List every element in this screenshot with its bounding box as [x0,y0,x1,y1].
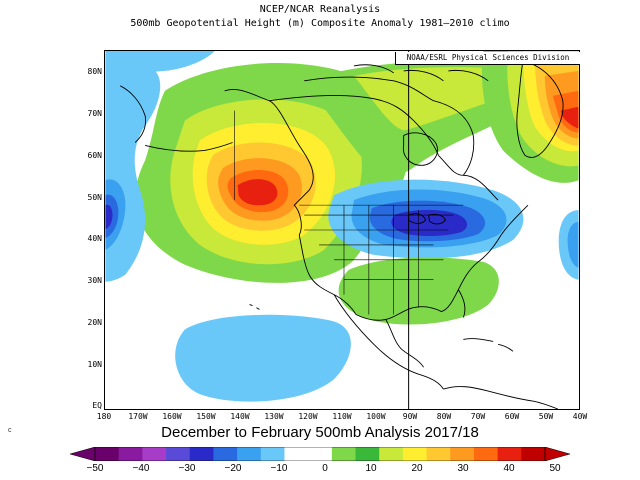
colorbar-swatch [284,447,309,461]
colorbar-swatch [331,447,357,461]
colorbar-label-minus20: −20 [224,463,242,474]
lat-label-10n: 10N [87,360,102,369]
ridge-greenland-contours [481,51,579,183]
colorbar-swatch [379,447,404,461]
borders [234,110,464,315]
lon-label-150w: 150W [196,412,216,421]
lon-label-140w: 140W [230,412,250,421]
lon-label-130w: 130W [264,412,284,421]
lon-label-160w: 160W [162,412,182,421]
colorbar-label-10: 10 [365,463,377,474]
colorbar-swatch [426,447,451,461]
colorbar-label-minus40: −40 [132,463,150,474]
colorbar-swatch [355,447,380,461]
anomaly-map: NOAA/ESRL Physical Sciences Division [104,50,580,410]
colorbar-border [94,447,546,461]
colorbar-label-40: 40 [503,463,515,474]
trough-subtropical-pacific-contours [175,314,351,402]
colorbar-swatch [142,447,167,461]
lon-label-100w: 100W [366,412,386,421]
colorbar-label-0: 0 [322,463,328,474]
colorbar-swatch [450,447,475,461]
colorbar-swatch [95,447,120,461]
lon-label-120w: 120W [298,412,318,421]
lon-label-70w: 70W [470,412,486,421]
lon-label-110w: 110W [332,412,352,421]
lat-label-70n: 70N [87,109,102,118]
colorbar-label-minus30: −30 [178,463,196,474]
lat-label-40n: 40N [87,234,102,243]
coastlines [120,60,564,409]
colorbar-label-30: 30 [457,463,469,474]
lat-label-50n: 50N [87,193,102,202]
lon-label-90w: 90W [402,412,418,421]
lon-label-40w: 40W [572,412,588,421]
colorbar-swatch [237,447,262,461]
colorbar-label-20: 20 [411,463,423,474]
lat-label-30n: 30N [87,276,102,285]
small-mark: c [8,427,12,434]
colorbar-swatch [166,447,191,461]
colorbar-swatch [521,447,546,461]
map-canvas [104,50,580,410]
lon-label-80w: 80W [436,412,452,421]
colorbar-label-minus10: −10 [270,463,288,474]
colorbar-swatch [473,447,499,461]
colorbar-swatch [260,447,285,461]
colorbar-swatch [189,447,214,461]
lat-label-20n: 20N [87,318,102,327]
trough-north-atlantic-contours [558,210,579,280]
colorbar-swatch [308,447,333,461]
colorbar-swatch [497,447,522,461]
colorbar-swatch [402,447,428,461]
colorbar-swatch [118,447,143,461]
colorbar-arrow-right [544,447,570,461]
trough-great-lakes-contours [328,179,524,259]
canada-positive-band [304,60,537,176]
lat-label-80n: 80N [87,67,102,76]
colorbar-arrow-left [70,447,96,461]
lon-label-50w: 50W [538,412,554,421]
lon-label-180: 180 [96,412,112,421]
caption: December to February 500mb Analysis 2017… [161,424,479,441]
colorbar-label-50: 50 [549,463,561,474]
credit-label: NOAA/ESRL Physical Sciences Division [395,52,580,65]
lat-label-60n: 60N [87,151,102,160]
trough-arctic-contours [105,51,215,73]
colorbar [70,447,570,461]
lat-label-eq: EQ [92,401,102,410]
colorbar-label-minus50: −50 [86,463,104,474]
colorbar-swatch [213,447,238,461]
map-title: NCEP/NCAR Reanalysis [259,4,381,15]
trough-central-pacific-contours [105,70,161,282]
lon-label-170w: 170W [128,412,148,421]
lon-label-60w: 60W [504,412,520,421]
map-subtitle: 500mb Geopotential Height (m) Composite … [130,18,510,29]
